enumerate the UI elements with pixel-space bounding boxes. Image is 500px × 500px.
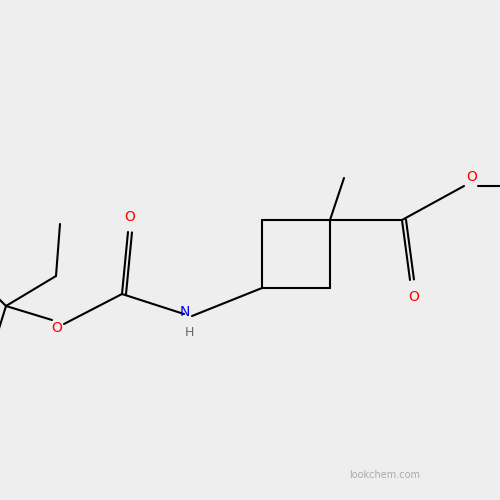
Text: O: O: [51, 321, 62, 335]
Text: O: O: [408, 290, 420, 304]
Text: O: O: [124, 210, 136, 224]
Text: H: H: [184, 326, 194, 338]
Text: O: O: [466, 170, 477, 184]
Text: lookchem.com: lookchem.com: [350, 470, 420, 480]
Text: N: N: [180, 305, 190, 319]
